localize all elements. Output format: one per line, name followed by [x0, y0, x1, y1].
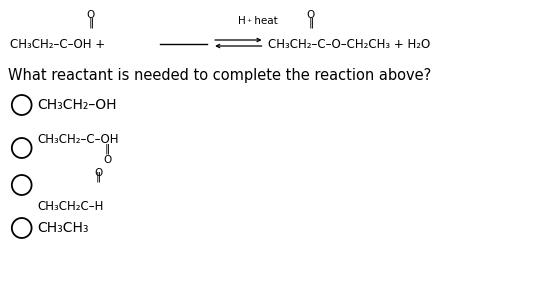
- Text: CH₃CH₂C–H: CH₃CH₂C–H: [38, 200, 104, 213]
- Text: O: O: [104, 155, 112, 165]
- Text: +: +: [246, 18, 251, 23]
- Text: O: O: [95, 168, 103, 178]
- Text: What reactant is needed to complete the reaction above?: What reactant is needed to complete the …: [8, 68, 431, 83]
- Text: CH₃CH₂–C–O–CH₂CH₃ + H₂O: CH₃CH₂–C–O–CH₂CH₃ + H₂O: [269, 38, 431, 51]
- Text: O: O: [307, 10, 315, 20]
- Text: ‖: ‖: [308, 17, 313, 28]
- Text: O: O: [87, 10, 95, 20]
- Text: ‖: ‖: [105, 144, 110, 155]
- Text: ‖: ‖: [88, 17, 93, 28]
- Text: CH₃CH₂–C–OH: CH₃CH₂–C–OH: [38, 133, 119, 146]
- Text: ‖: ‖: [96, 171, 101, 182]
- Text: CH₃CH₂–OH: CH₃CH₂–OH: [38, 98, 117, 112]
- Text: CH₃CH₂–C–OH +: CH₃CH₂–C–OH +: [10, 38, 105, 51]
- Text: CH₃CH₃: CH₃CH₃: [38, 221, 89, 235]
- Text: heat: heat: [251, 16, 278, 26]
- Text: H: H: [238, 16, 246, 26]
